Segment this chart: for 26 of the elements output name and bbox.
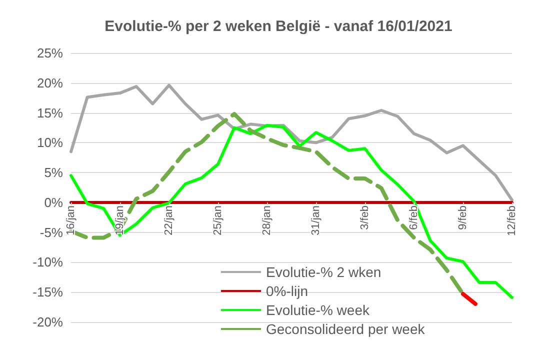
x-tick-label: 31/jan xyxy=(310,205,322,236)
y-tick-label: 10% xyxy=(36,135,64,150)
y-tick-label: -5% xyxy=(40,224,64,240)
line-series xyxy=(70,84,514,202)
x-tick-label: 16/jan xyxy=(65,205,77,236)
legend-label: Geconsolideerd per week xyxy=(266,321,426,337)
x-tick-label: 19/jan xyxy=(114,205,126,236)
y-tick-label: 25% xyxy=(36,46,64,60)
x-tick-label: 12/feb xyxy=(506,205,518,236)
x-tick-label: 9/feb xyxy=(457,205,469,230)
y-tick-label: 15% xyxy=(36,105,64,120)
x-tick-label: 25/jan xyxy=(212,205,224,236)
y-tick-label: 20% xyxy=(36,75,64,90)
y-tick-label: 0% xyxy=(44,194,64,210)
chart-title: Evolutie-% per 2 weken België - vanaf 16/01/2021 xyxy=(104,18,452,35)
y-tick-label: -20% xyxy=(32,314,64,330)
legend-label: Evolutie-% week xyxy=(266,302,370,318)
y-tick-label: -10% xyxy=(32,254,64,270)
legend-label: 0%-lijn xyxy=(266,283,308,299)
x-tick-label: 3/feb xyxy=(359,205,371,230)
y-tick-label: 5% xyxy=(44,165,64,180)
legend-label: Evolutie-% 2 wken xyxy=(266,264,382,280)
x-tick-label: 22/jan xyxy=(163,205,175,236)
x-tick-label: 6/feb xyxy=(408,205,420,230)
x-tick-label: 28/jan xyxy=(261,205,273,236)
y-tick-label: -15% xyxy=(32,284,64,300)
